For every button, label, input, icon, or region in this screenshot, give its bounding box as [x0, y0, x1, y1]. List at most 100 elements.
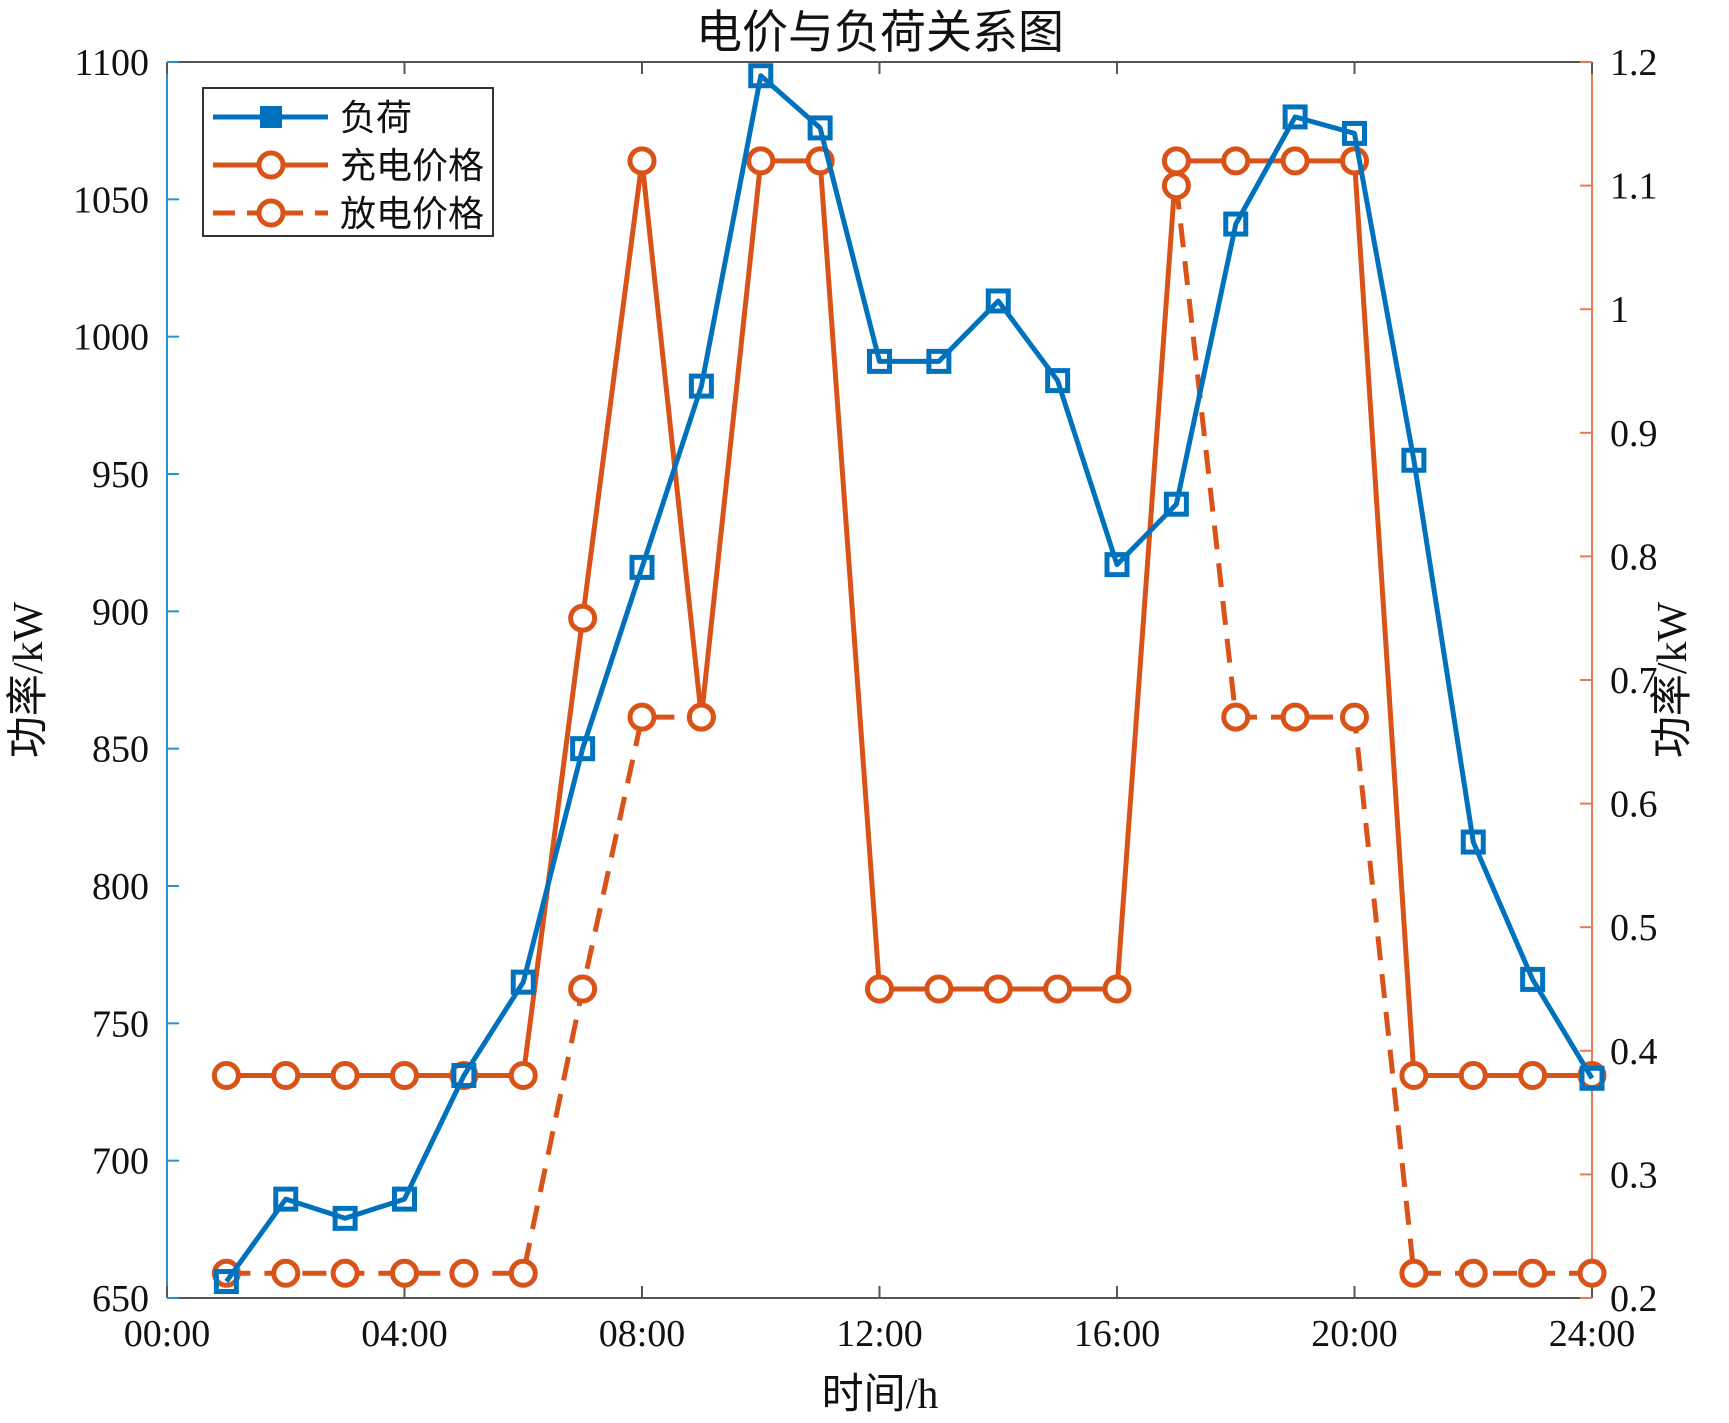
legend-item-charge-price: 充电价格 [213, 146, 484, 186]
x-axis-ticks: 00:00 04:00 08:00 12:00 16:00 20:00 24:00 [124, 62, 1636, 1355]
x-tick-label: 20:00 [1311, 1313, 1398, 1355]
data-point-circle [1161, 146, 1191, 176]
data-point-circle [568, 603, 598, 633]
chart-title: 电价与负荷关系图 [696, 7, 1064, 58]
right-y-tick-label: 0.5 [1610, 907, 1658, 949]
data-point-square [985, 288, 1011, 314]
data-point-circle [271, 1061, 301, 1091]
left-y-tick-label: 1000 [73, 317, 149, 359]
data-point-square [1282, 104, 1308, 130]
x-tick-label: 24:00 [1549, 1313, 1636, 1355]
x-tick-label: 08:00 [599, 1313, 686, 1355]
data-point-circle [1043, 974, 1073, 1004]
data-point-circle [330, 1061, 360, 1091]
data-point-square [748, 63, 774, 89]
data-point-circle [449, 1258, 479, 1288]
data-point-circle [1458, 1258, 1488, 1288]
data-point-circle [1221, 702, 1251, 732]
data-point-square [688, 373, 714, 399]
legend-item-load: 负荷 [213, 98, 412, 138]
legend-item-discharge-price: 放电价格 [213, 194, 484, 234]
x-tick-label: 12:00 [836, 1313, 923, 1355]
data-point-circle [1280, 146, 1310, 176]
right-y-axis-label: 功率/kW [1649, 601, 1696, 758]
data-point-square [1045, 368, 1071, 394]
legend-label-load: 负荷 [340, 98, 412, 138]
legend-marker-square [260, 106, 282, 128]
right-y-tick-label: 0.9 [1610, 413, 1658, 455]
data-point-square [570, 736, 596, 762]
left-y-tick-label: 650 [92, 1278, 149, 1320]
data-point-circle [1399, 1061, 1429, 1091]
series-line [224, 73, 1595, 1283]
data-point-circle [627, 702, 657, 732]
right-y-tick-label: 0.8 [1610, 536, 1658, 578]
data-point-circle [983, 974, 1013, 1004]
data-point-square [1223, 211, 1249, 237]
data-point-circle [1518, 1061, 1548, 1091]
legend: 负荷 充电价格 放电价格 [202, 87, 494, 237]
data-point-circle [1340, 702, 1369, 732]
left-y-axis-ticks: 650 700 750 800 850 900 950 1000 1050 1100 [73, 42, 179, 1320]
data-point-square [451, 1063, 477, 1089]
data-point-square [1342, 120, 1367, 146]
data-point-circle [1280, 702, 1310, 732]
x-tick-label: 16:00 [1074, 1313, 1161, 1355]
data-point-square [1520, 966, 1546, 992]
data-point-circle [924, 974, 954, 1004]
data-point-circle [1458, 1061, 1488, 1091]
data-point-circle [1161, 171, 1191, 201]
right-y-tick-label: 1.2 [1610, 42, 1658, 84]
right-y-tick-label: 0.2 [1610, 1278, 1658, 1320]
left-y-axis-label: 功率/kW [5, 601, 52, 758]
right-y-tick-label: 0.3 [1610, 1154, 1658, 1196]
legend-label-charge-price: 充电价格 [340, 146, 484, 186]
data-point-circle [627, 146, 657, 176]
legend-marker-circle [256, 150, 286, 180]
left-y-tick-label: 850 [92, 729, 149, 771]
left-y-tick-label: 1100 [74, 42, 149, 84]
data-point-square [1579, 1065, 1605, 1091]
data-point-square [213, 1269, 239, 1295]
data-point-circle [271, 1258, 301, 1288]
series-1 [211, 146, 1607, 1091]
data-point-circle [1102, 974, 1132, 1004]
data-point-square [273, 1186, 299, 1212]
data-point-square [332, 1205, 358, 1231]
right-y-tick-label: 0.4 [1610, 1031, 1658, 1073]
left-y-tick-label: 1050 [73, 179, 149, 221]
right-y-tick-label: 0.6 [1610, 784, 1658, 826]
data-point-square [926, 348, 952, 374]
data-point-circle [1577, 1258, 1607, 1288]
right-y-axis-ticks: 0.2 0.3 0.4 0.5 0.6 0.7 0.8 0.9 1 1.1 1.2 [1580, 42, 1658, 1320]
legend-marker-circle [256, 198, 286, 228]
right-y-tick-label: 1 [1610, 289, 1629, 331]
left-y-tick-label: 900 [92, 591, 149, 633]
data-point-circle [865, 974, 894, 1004]
x-axis-label: 时间/h [822, 1372, 939, 1418]
data-point-circle [211, 1061, 241, 1091]
series-0 [213, 63, 1605, 1295]
data-point-circle [1518, 1258, 1548, 1288]
data-point-circle [568, 974, 598, 1004]
series-2 [211, 171, 1607, 1288]
left-y-tick-label: 700 [92, 1141, 149, 1183]
data-point-square [1163, 491, 1189, 517]
data-point-square [510, 969, 536, 995]
data-point-square [629, 554, 655, 580]
series-line [226, 158, 1592, 1078]
data-point-circle [746, 146, 776, 176]
left-y-tick-label: 750 [92, 1003, 149, 1045]
data-point-circle [390, 1258, 419, 1288]
data-point-circle [1221, 146, 1251, 176]
data-point-circle [686, 702, 716, 732]
series-layer [211, 63, 1607, 1295]
data-point-square [392, 1186, 417, 1212]
left-y-tick-label: 800 [92, 866, 149, 908]
data-point-circle [508, 1061, 538, 1091]
right-y-tick-label: 1.1 [1610, 166, 1658, 208]
data-point-square [1401, 447, 1427, 473]
data-point-circle [390, 1061, 419, 1091]
right-y-tick-label: 0.7 [1610, 660, 1658, 702]
